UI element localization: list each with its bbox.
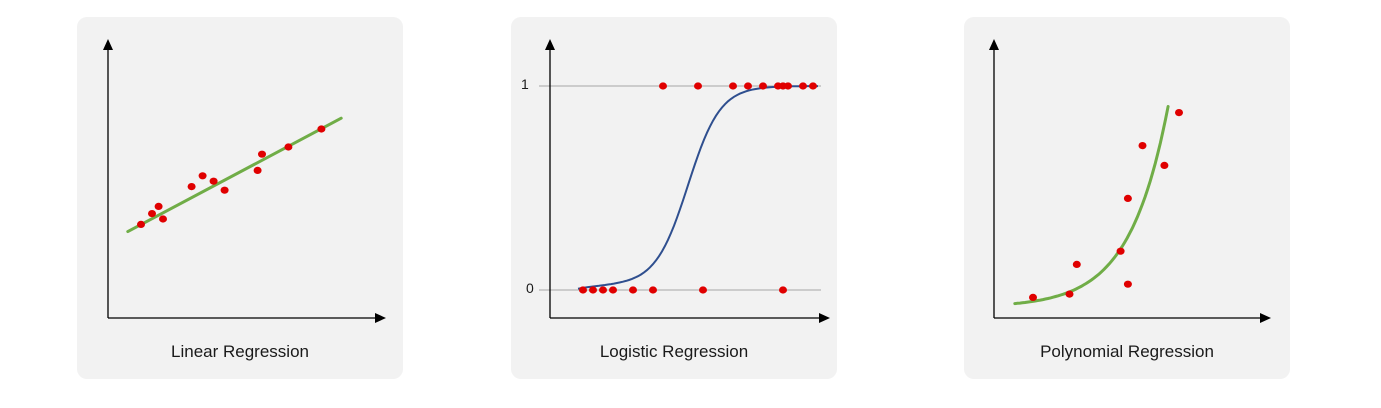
x-axis-arrow	[1260, 313, 1271, 323]
data-point	[1065, 290, 1074, 298]
data-point	[154, 202, 163, 210]
polynomial-curve	[1013, 105, 1170, 306]
data-point-class-0	[779, 286, 787, 294]
data-point-class-0	[589, 286, 597, 294]
sigmoid-curve	[577, 85, 818, 290]
data-point-class-1	[799, 82, 807, 90]
linear-regression-panel: Linear Regression	[77, 17, 403, 379]
linear-regression-chart	[103, 39, 386, 323]
data-point	[258, 150, 266, 158]
data-point	[1029, 293, 1037, 301]
data-point	[198, 172, 207, 180]
regression-line	[126, 116, 343, 234]
data-point	[220, 186, 229, 194]
data-point	[1138, 142, 1147, 150]
data-point	[1175, 109, 1183, 117]
data-point	[1160, 161, 1169, 169]
data-point-class-1	[659, 82, 667, 90]
data-point-class-0	[609, 286, 617, 294]
data-point-class-1	[809, 82, 817, 90]
tick-label-0: 0	[526, 280, 534, 296]
data-point-class-0	[629, 286, 637, 294]
data-point	[1116, 247, 1125, 255]
data-point-class-1	[744, 82, 752, 90]
polynomial-regression-panel: Polynomial Regression	[964, 17, 1290, 379]
data-point	[187, 183, 196, 191]
data-point	[159, 215, 167, 223]
data-point	[284, 143, 293, 151]
data-point	[137, 220, 145, 228]
logistic-regression-chart	[539, 39, 830, 323]
data-point	[209, 177, 218, 185]
y-axis-arrow	[545, 39, 555, 50]
data-point-class-1	[729, 82, 737, 90]
x-axis-arrow	[375, 313, 386, 323]
logistic-regression-panel: 1 0 Logistic Regression	[511, 17, 837, 379]
panel-caption: Logistic Regression	[599, 342, 749, 361]
panel-caption: Linear Regression	[171, 342, 309, 361]
data-point	[148, 210, 156, 218]
data-point	[253, 166, 262, 174]
data-point-class-1	[759, 82, 767, 90]
polynomial-regression-chart	[989, 39, 1271, 323]
data-point-class-0	[649, 286, 657, 294]
tick-label-1: 1	[521, 76, 529, 92]
panel-caption: Polynomial Regression	[1040, 342, 1214, 361]
data-point	[1072, 260, 1081, 268]
data-point-class-0	[599, 286, 607, 294]
data-point-class-1	[694, 82, 702, 90]
data-point	[1123, 194, 1132, 202]
data-point	[1123, 280, 1132, 288]
y-axis-arrow	[989, 39, 999, 50]
x-axis-arrow	[819, 313, 830, 323]
data-point-class-1	[784, 82, 792, 90]
data-point-class-0	[699, 286, 707, 294]
y-axis-arrow	[103, 39, 113, 50]
data-point	[317, 125, 326, 133]
data-point-class-0	[579, 286, 587, 294]
